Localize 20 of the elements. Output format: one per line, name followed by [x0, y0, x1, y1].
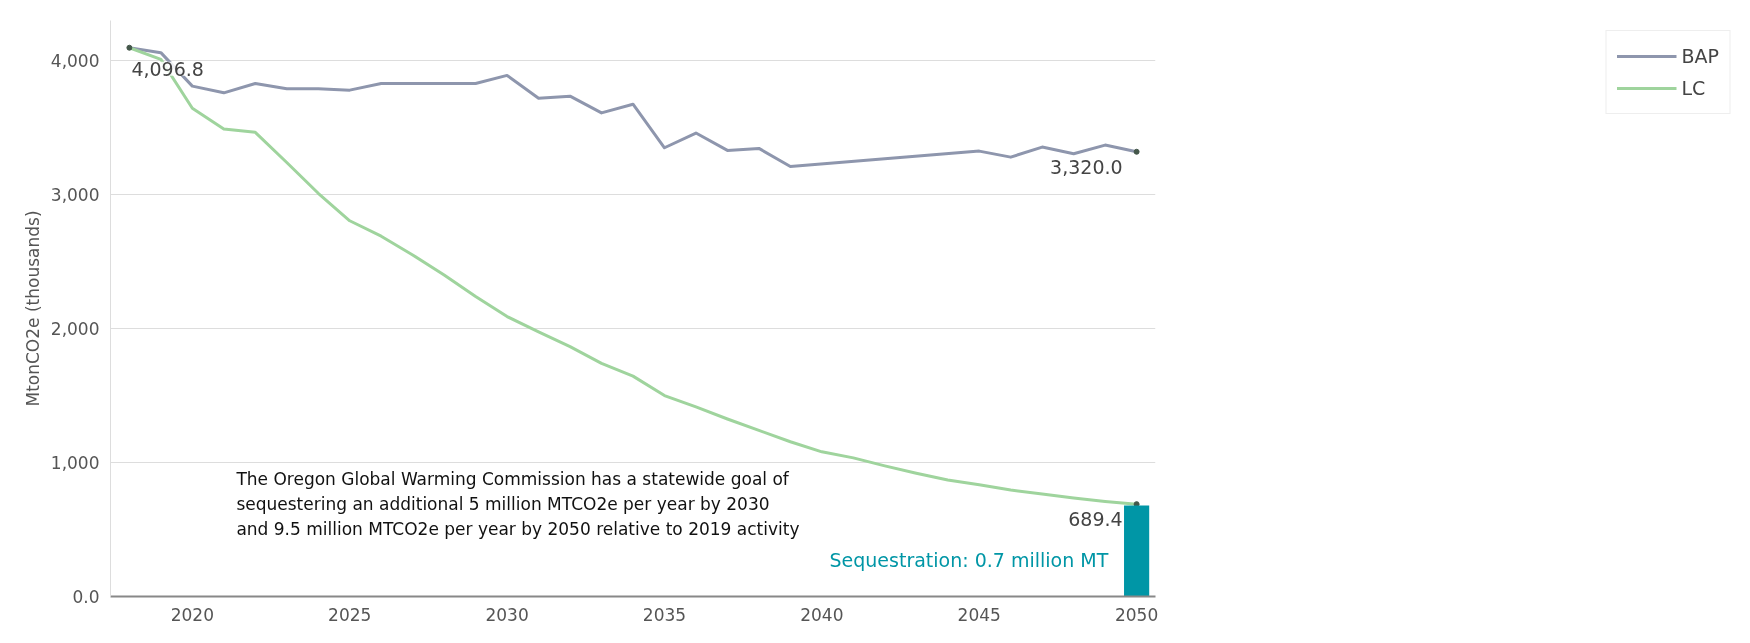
data-label: 3,320.0 — [1050, 155, 1123, 178]
x-tick-label: 2040 — [800, 604, 844, 625]
data-label: 689.4 — [1068, 508, 1123, 531]
y-tick-label: 3,000 — [50, 185, 100, 206]
y-axis-title: MtonCO2e (thousands) — [22, 210, 43, 407]
x-tick-label: 2035 — [642, 604, 687, 625]
x-tick-label: 2020 — [170, 604, 214, 625]
y-tick-label: 4,000 — [50, 51, 100, 72]
data-label: 4,096.8 — [131, 57, 204, 80]
legend-label: LC — [1681, 77, 1706, 99]
x-tick-label: 2025 — [328, 604, 372, 625]
series-label: Sequestration: 0.7 million MT — [829, 549, 1109, 572]
x-tick-label: 2030 — [485, 604, 529, 625]
y-tick-label: 2,000 — [50, 319, 100, 340]
y-tick-label: 1,000 — [50, 453, 100, 474]
annotation: The Oregon Global Warming Commission has a statewide goal of sequestering an additional 5 million MTCO2e per year by 2030 and 9.5 million MTCO2e per year by 2050 relative to 2019 activity — [235, 469, 800, 540]
y-tick-label: 0.0 — [72, 587, 100, 607]
x-tick-label: 2050 — [1114, 604, 1159, 625]
x-tick-label: 2045 — [957, 604, 1001, 625]
legend-label: BAP — [1681, 45, 1719, 67]
